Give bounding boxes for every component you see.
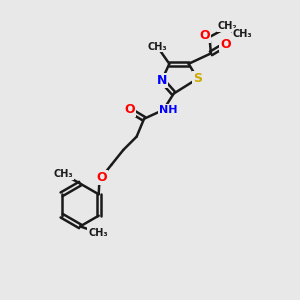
Text: S: S (193, 72, 202, 85)
Text: O: O (200, 29, 210, 42)
Text: CH₃: CH₃ (53, 169, 73, 179)
Text: CH₃: CH₃ (232, 29, 252, 39)
Text: CH₃: CH₃ (148, 42, 167, 52)
Text: O: O (124, 103, 134, 116)
Text: O: O (220, 38, 231, 51)
Text: O: O (97, 171, 107, 184)
Text: NH: NH (159, 105, 177, 115)
Text: N: N (157, 74, 167, 87)
Text: CH₃: CH₃ (88, 228, 108, 238)
Text: CH₂: CH₂ (218, 21, 237, 31)
